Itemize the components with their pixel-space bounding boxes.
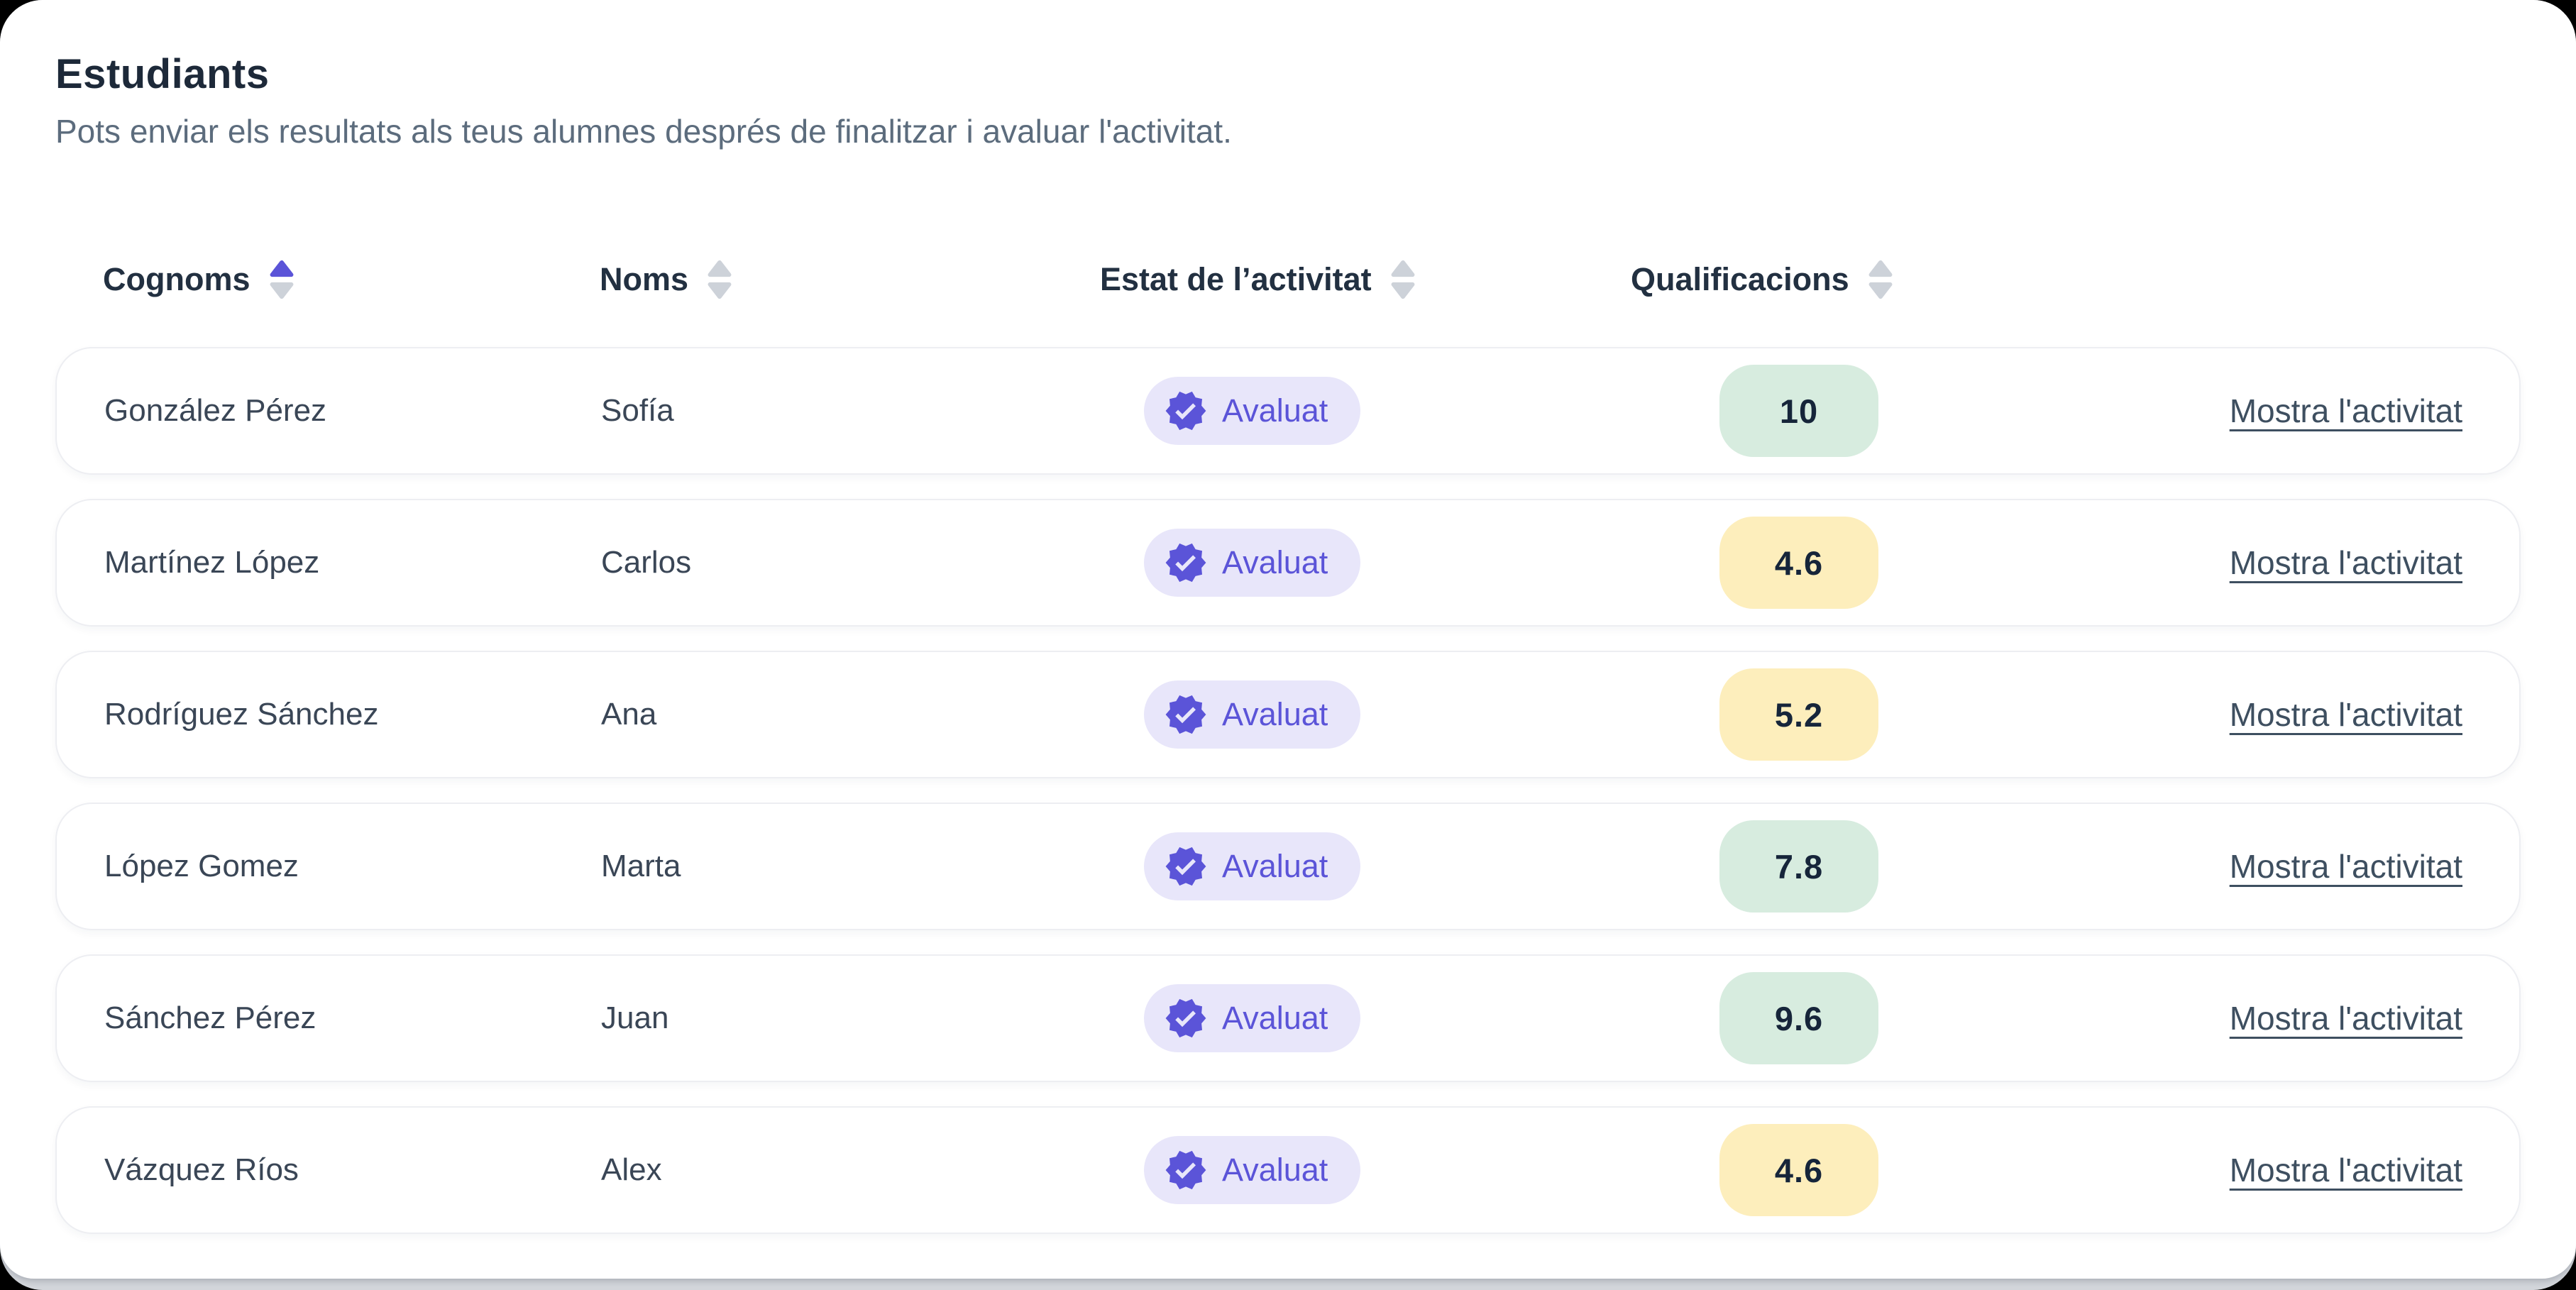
action-cell: Mostra l'activitat (1966, 999, 2462, 1037)
students-list: González Pérez Sofía Avaluat 10 Mostra l… (55, 347, 2521, 1235)
student-cognoms: Sánchez Pérez (104, 1000, 317, 1036)
status-badge: Avaluat (1144, 377, 1361, 446)
grade-cell: 5.2 (1632, 668, 1966, 761)
verified-seal-icon (1165, 999, 1206, 1038)
activity-status-cell: Avaluat (1101, 529, 1632, 597)
verified-seal-icon (1165, 847, 1206, 886)
column-header-label: Noms (600, 261, 689, 298)
action-cell: Mostra l'activitat (1966, 544, 2462, 582)
show-activity-link[interactable]: Mostra l'activitat (2229, 1000, 2462, 1037)
verified-seal-icon (1165, 695, 1206, 734)
status-badge: Avaluat (1144, 680, 1361, 749)
verified-seal-icon (1165, 392, 1206, 431)
grade-badge: 5.2 (1719, 668, 1878, 761)
action-cell: Mostra l'activitat (1966, 392, 2462, 430)
status-badge-label: Avaluat (1222, 848, 1328, 885)
status-badge-label: Avaluat (1222, 696, 1328, 733)
verified-seal-icon (1165, 1151, 1206, 1190)
column-header-4[interactable]: Qualificacions (1631, 259, 1964, 300)
student-cognoms: Vázquez Ríos (104, 1152, 299, 1188)
student-noms: Marta (601, 849, 681, 884)
student-cognoms: López Gomez (104, 849, 299, 884)
activity-status-cell: Avaluat (1101, 832, 1632, 901)
action-cell: Mostra l'activitat (1966, 1151, 2462, 1189)
grade-badge: 10 (1719, 365, 1878, 458)
column-header-label: Cognoms (103, 261, 251, 298)
page-subtitle: Pots enviar els resultats als teus alumn… (55, 112, 1232, 150)
page-title: Estudiants (55, 51, 270, 97)
column-header-2[interactable]: Noms (600, 259, 1100, 300)
status-badge-label: Avaluat (1222, 1000, 1328, 1037)
student-row: Rodríguez Sánchez Ana Avaluat 5.2 Mostra… (55, 651, 2521, 779)
show-activity-link[interactable]: Mostra l'activitat (2229, 696, 2462, 734)
status-badge: Avaluat (1144, 832, 1361, 901)
activity-status-cell: Avaluat (1101, 1136, 1632, 1205)
column-header-1[interactable]: Cognoms (103, 259, 600, 300)
status-badge: Avaluat (1144, 1136, 1361, 1205)
grade-badge: 4.6 (1719, 1124, 1878, 1217)
student-noms: Ana (601, 697, 657, 732)
student-row: Martínez López Carlos Avaluat 4.6 Mostra… (55, 499, 2521, 627)
activity-status-cell: Avaluat (1101, 984, 1632, 1053)
show-activity-link[interactable]: Mostra l'activitat (2229, 544, 2462, 582)
student-noms: Alex (601, 1152, 662, 1188)
status-badge-label: Avaluat (1222, 544, 1328, 581)
student-row: Sánchez Pérez Juan Avaluat 9.6 Mostra l'… (55, 954, 2521, 1083)
status-badge: Avaluat (1144, 984, 1361, 1053)
activity-status-cell: Avaluat (1101, 680, 1632, 749)
show-activity-link[interactable]: Mostra l'activitat (2229, 1152, 2462, 1189)
student-cognoms: Martínez López (104, 545, 320, 580)
status-badge-label: Avaluat (1222, 392, 1328, 429)
action-cell: Mostra l'activitat (1966, 847, 2462, 886)
grade-cell: 4.6 (1632, 1124, 1966, 1217)
show-activity-link[interactable]: Mostra l'activitat (2229, 848, 2462, 886)
status-badge-label: Avaluat (1222, 1152, 1328, 1189)
student-noms: Sofía (601, 393, 674, 429)
column-header-label: Estat de l’activitat (1100, 261, 1372, 298)
table-header: Cognoms Noms Estat de l’activitat Qualif… (55, 256, 2521, 303)
grade-cell: 10 (1632, 365, 1966, 458)
student-cognoms: Rodríguez Sánchez (104, 697, 379, 732)
grade-cell: 7.8 (1632, 820, 1966, 913)
action-cell: Mostra l'activitat (1966, 695, 2462, 734)
student-row: López Gomez Marta Avaluat 7.8 Mostra l'a… (55, 803, 2521, 931)
student-row: Vázquez Ríos Alex Avaluat 4.6 Mostra l'a… (55, 1106, 2521, 1235)
status-badge: Avaluat (1144, 529, 1361, 597)
student-cognoms: González Pérez (104, 393, 327, 429)
column-header-label: Qualificacions (1631, 261, 1849, 298)
activity-status-cell: Avaluat (1101, 377, 1632, 446)
grade-badge: 4.6 (1719, 517, 1878, 610)
grade-badge: 9.6 (1719, 972, 1878, 1065)
student-noms: Carlos (601, 545, 692, 580)
show-activity-link[interactable]: Mostra l'activitat (2229, 392, 2462, 430)
student-noms: Juan (601, 1000, 669, 1036)
grade-cell: 9.6 (1632, 972, 1966, 1065)
sort-icon[interactable] (707, 259, 732, 300)
sort-icon[interactable] (269, 259, 295, 300)
grade-cell: 4.6 (1632, 517, 1966, 610)
grade-badge: 7.8 (1719, 820, 1878, 913)
sort-icon[interactable] (1390, 259, 1416, 300)
sort-icon[interactable] (1868, 259, 1893, 300)
student-row: González Pérez Sofía Avaluat 10 Mostra l… (55, 347, 2521, 475)
verified-seal-icon (1165, 544, 1206, 583)
column-header-3[interactable]: Estat de l’activitat (1100, 259, 1631, 300)
